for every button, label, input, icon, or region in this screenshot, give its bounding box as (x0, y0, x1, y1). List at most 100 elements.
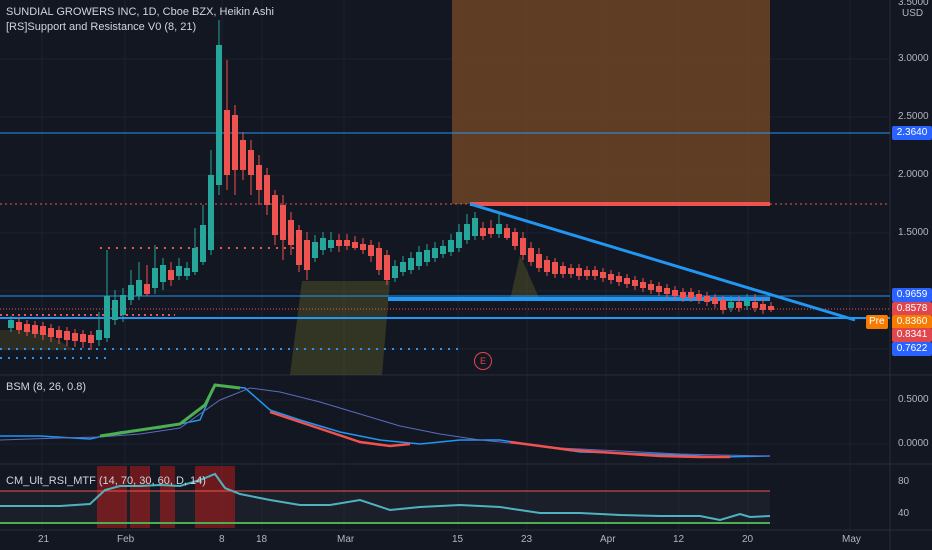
bsm-title[interactable]: BSM (8, 26, 0.8) (6, 381, 87, 393)
candle-body (128, 285, 134, 300)
candle-body (56, 330, 62, 338)
time-tick: 20 (742, 534, 754, 545)
time-tick: Feb (117, 534, 135, 545)
candle-body (480, 228, 486, 236)
candle-body (504, 228, 510, 238)
bsm-bear-segment (269, 410, 411, 448)
candle-body (288, 220, 294, 245)
rsi-overbought-block (195, 466, 235, 528)
candle-body (240, 140, 246, 170)
olive-zone (290, 281, 390, 375)
candle-body (104, 296, 110, 338)
candle-body (88, 335, 94, 343)
candle-body (560, 266, 566, 274)
target-zone (452, 0, 770, 204)
candle-body (96, 330, 102, 340)
candle-body (32, 325, 38, 334)
bsm-slow-line (0, 387, 771, 457)
candle-body (688, 292, 694, 298)
candle-body (416, 252, 422, 266)
price-tag-0.8360: 0.8360 (892, 315, 932, 329)
candle-body (616, 276, 622, 282)
candle-body (472, 218, 478, 236)
candle-body (152, 268, 158, 288)
rsi-line (0, 472, 771, 522)
candle-body (280, 205, 286, 240)
price-tick: 3.0000 (898, 53, 929, 64)
candle-body (608, 274, 614, 280)
rsi-band (0, 491, 770, 523)
premarket-label: Pre (866, 315, 888, 329)
rsi-tick: 40 (898, 508, 910, 519)
rsi-title[interactable]: CM_Ult_RSI_MTF (14, 70, 30, 60, D, 14) (6, 475, 206, 487)
candle-body (304, 240, 310, 270)
candle-body (456, 232, 462, 248)
candle-body (600, 272, 606, 278)
candle-body (440, 246, 446, 254)
candles (8, 20, 774, 350)
candle-body (48, 328, 54, 337)
currency-label: USD (902, 8, 924, 19)
time-tick: 23 (521, 534, 533, 545)
time-tick: 21 (38, 534, 50, 545)
chart-title: SUNDIAL GROWERS INC, 1D, Cboe BZX, Heiki… (6, 6, 274, 18)
olive-zone (0, 330, 75, 350)
candle-body (360, 244, 366, 250)
candle-body (376, 248, 382, 270)
candle-body (168, 270, 174, 280)
candle-body (464, 224, 470, 240)
candle-body (8, 320, 14, 328)
olive-zone (510, 255, 540, 300)
candle-body (760, 304, 766, 310)
rsi-overbought-block (130, 466, 150, 528)
candle-body (664, 288, 670, 294)
price-tag-2.3640: 2.3640 (892, 126, 932, 140)
candle-body (768, 306, 774, 310)
time-tick: 18 (256, 534, 268, 545)
time-tick: May (842, 534, 861, 545)
bsm-bear-segment (509, 440, 730, 459)
price-tick: 1.5000 (898, 227, 929, 238)
earnings-marker[interactable]: E (474, 352, 492, 370)
candle-body (24, 324, 30, 332)
candle-body (200, 225, 206, 262)
candle-body (408, 258, 414, 270)
candle-body (648, 284, 654, 290)
candle-body (728, 302, 734, 308)
candle-body (536, 254, 542, 268)
candle-body (656, 286, 662, 292)
candle-body (320, 238, 326, 250)
candle-body (384, 255, 390, 280)
candle-body (752, 302, 758, 308)
candle-body (496, 224, 502, 234)
candle-body (680, 292, 686, 298)
candle-body (392, 266, 398, 278)
indicator-title[interactable]: [RS]Support and Resistance V0 (8, 21) (6, 21, 197, 33)
candle-body (448, 240, 454, 252)
descending-trendline (469, 202, 856, 322)
candle-body (544, 260, 550, 272)
candle-body (712, 298, 718, 304)
candle-body (256, 165, 262, 190)
bsm-tick: 0.0000 (898, 438, 929, 449)
candle-body (208, 175, 214, 250)
candle-body (704, 296, 710, 302)
candle-body (432, 248, 438, 258)
candle-body (672, 290, 678, 296)
candle-body (368, 245, 374, 256)
candle-body (336, 240, 342, 246)
candle-body (400, 262, 406, 272)
candle-body (696, 294, 702, 300)
candle-body (296, 230, 302, 265)
time-tick: 8 (219, 534, 225, 545)
candle-body (568, 268, 574, 274)
candle-body (344, 240, 350, 246)
candle-body (552, 262, 558, 274)
price-tag-0.8341: 0.8341 (892, 328, 932, 342)
candle-body (112, 300, 118, 320)
candle-body (232, 115, 238, 170)
rsi-tick: 80 (898, 476, 910, 487)
candle-body (144, 284, 150, 294)
bsm-tick: 0.5000 (898, 394, 929, 405)
